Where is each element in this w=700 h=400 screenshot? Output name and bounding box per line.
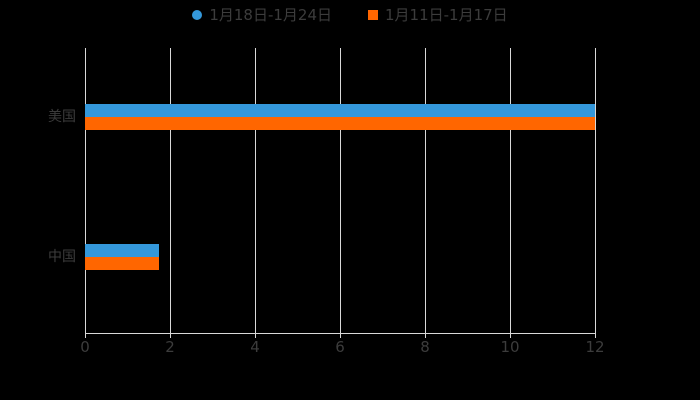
xtick-label-6: 6	[335, 338, 345, 356]
xtick-mark-2	[170, 334, 171, 338]
xtick-mark-8	[425, 334, 426, 338]
legend-label-blue: 1月18日-1月24日	[209, 6, 332, 24]
gridline-2	[170, 48, 171, 333]
xtick-mark-0	[85, 334, 86, 338]
xtick-label-8: 8	[420, 338, 430, 356]
gridline-4	[255, 48, 256, 333]
xtick-label-10: 10	[500, 338, 520, 356]
gridline-12	[595, 48, 596, 333]
plot-area	[85, 48, 596, 333]
xtick-label-2: 2	[165, 338, 175, 356]
bar-usa-week1[interactable]	[85, 117, 595, 130]
ytick-label-usa: 美国	[48, 109, 76, 125]
ytick-label-china: 中国	[48, 249, 76, 265]
bar-china-week1[interactable]	[85, 257, 160, 270]
legend-square-marker-icon	[368, 10, 378, 20]
xtick-label-12: 12	[585, 338, 605, 356]
x-axis-line	[85, 333, 596, 334]
legend-item-orange[interactable]: 1月11日-1月17日	[368, 4, 508, 26]
gridline-6	[340, 48, 341, 333]
chart-legend: 1月18日-1月24日 1月11日-1月17日	[0, 4, 700, 26]
legend-circle-marker-icon	[192, 10, 203, 20]
xtick-mark-10	[510, 334, 511, 338]
gridline-8	[425, 48, 426, 333]
xtick-label-0: 0	[80, 338, 90, 356]
legend-label-orange: 1月11日-1月17日	[385, 6, 508, 24]
gridline-0	[85, 48, 86, 333]
gridline-10	[510, 48, 511, 333]
bar-china-week2[interactable]	[85, 244, 160, 257]
xtick-mark-4	[255, 334, 256, 338]
xtick-mark-12	[595, 334, 596, 338]
xtick-mark-6	[340, 334, 341, 338]
legend-item-blue[interactable]: 1月18日-1月24日	[192, 4, 332, 26]
bar-usa-week2[interactable]	[85, 104, 595, 117]
xtick-label-4: 4	[250, 338, 260, 356]
